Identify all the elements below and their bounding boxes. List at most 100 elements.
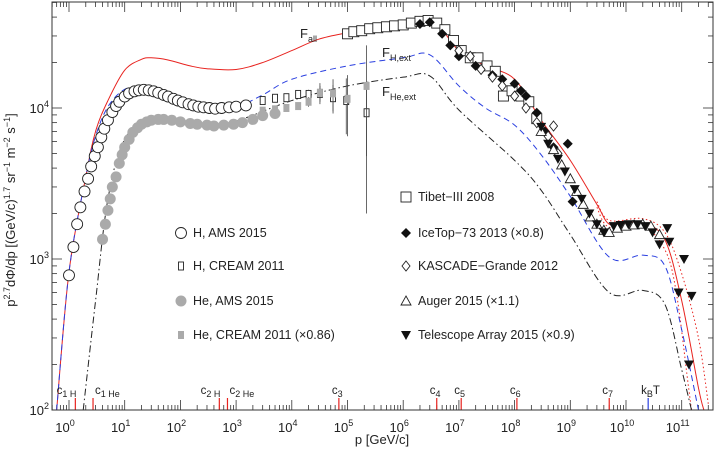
marker-subscript: 2 He	[235, 389, 254, 399]
data-point	[562, 138, 573, 149]
data-point	[283, 104, 290, 112]
data-point	[465, 50, 475, 63]
tick-exponent: 7	[460, 418, 465, 428]
tick-exponent: 11	[680, 418, 689, 428]
data-point	[305, 97, 312, 106]
tick-base: 10	[278, 420, 292, 435]
data-point	[647, 228, 658, 238]
data-point	[683, 360, 694, 370]
marker-symbol: c	[454, 385, 460, 397]
break-marker-label: c6	[510, 385, 521, 399]
break-marker-label: c1 H	[57, 385, 77, 399]
curve-label-main: F	[300, 26, 308, 41]
data-point	[424, 17, 435, 28]
tick-exponent: 8	[515, 418, 520, 428]
break-marker-label: c2 H	[201, 385, 221, 399]
y-tick-label: 104	[30, 99, 49, 116]
data-point	[102, 204, 114, 216]
data-point	[67, 241, 80, 253]
legend-marker	[401, 260, 411, 272]
data-point	[82, 172, 95, 185]
data-point	[509, 78, 520, 89]
data-point	[497, 74, 508, 85]
marker-symbol: c	[332, 385, 338, 397]
marker-symbol: c	[510, 385, 516, 397]
legend-label: IceTop−73 2013 (×0.8)	[418, 226, 544, 240]
y-tick-label: 102	[30, 401, 49, 418]
tick-base: 10	[30, 403, 44, 418]
marker-subscript: 1 He	[101, 389, 120, 399]
tick-base: 10	[111, 420, 125, 435]
legend-label: Tibet−III 2008	[418, 190, 494, 204]
marker-subscript: B	[647, 389, 653, 399]
break-marker-label: c1 He	[95, 385, 120, 399]
x-tick-label: 103	[222, 418, 241, 435]
legend-label: H, CREAM 2011	[193, 259, 285, 273]
data-point	[615, 220, 626, 230]
data-point	[673, 288, 684, 298]
marker-subscript: 6	[516, 389, 521, 399]
data-point	[515, 85, 526, 96]
curve-f-all	[56, 19, 705, 410]
data-point	[63, 269, 75, 282]
legend-label: Auger 2015 (×1.1)	[418, 294, 519, 308]
tick-exponent: 1	[125, 418, 130, 428]
legend-marker	[401, 331, 411, 340]
tick-base: 10	[30, 101, 44, 116]
data-point	[497, 80, 507, 92]
curve-label-sub: H,ext	[390, 53, 412, 63]
data-point	[591, 220, 602, 230]
x-axis-label: p [GeV/c]	[355, 432, 409, 447]
tick-base: 10	[389, 420, 403, 435]
legend-item: Tibet−III 2008	[400, 190, 494, 204]
tick-exponent: 2	[181, 418, 186, 428]
data-point	[85, 160, 98, 173]
model-curves	[56, 19, 709, 410]
data-point	[272, 105, 279, 114]
data-point	[445, 40, 456, 51]
legend-marker	[175, 227, 187, 239]
marker-symbol: c	[201, 385, 207, 397]
series-icetop-73-2013-0-8-	[414, 17, 578, 207]
x-tick-label: 100	[55, 418, 74, 435]
data-point	[552, 154, 563, 164]
data-point	[283, 93, 290, 103]
tick-exponent: 4	[44, 99, 49, 109]
data-point	[113, 157, 125, 169]
curve-label: Fall	[300, 26, 317, 44]
marker-subscript: 5	[460, 389, 465, 399]
data-point	[74, 201, 87, 214]
legend-label: He, AMS 2015	[193, 294, 274, 308]
data-point	[598, 228, 609, 238]
data-point	[584, 209, 595, 219]
x-tick-label: 102	[167, 418, 186, 435]
legend-label: H, AMS 2015	[193, 226, 267, 240]
tick-exponent: 3	[237, 418, 242, 428]
marker-symbol: c	[95, 385, 101, 397]
axis-ticks: 100 101 102 103 104 105 106 107 108 109 1010 101110…	[30, 2, 713, 435]
legend-item: H, AMS 2015	[175, 226, 267, 240]
tick-base: 10	[30, 252, 44, 267]
tick-exponent: 2	[44, 401, 49, 411]
marker-symbol: c	[57, 385, 63, 397]
marker-symbol: k	[641, 385, 647, 397]
tick-base: 10	[445, 420, 459, 435]
curve-label-sub: all	[308, 34, 317, 44]
data-point	[454, 44, 464, 57]
legend-item: Telescope Array 2015 (×0.9)	[401, 328, 575, 342]
legend-marker	[400, 295, 412, 306]
data-point	[97, 233, 109, 245]
legend-item: IceTop−73 2013 (×0.8)	[401, 226, 544, 240]
x-tick-label: 104	[278, 418, 297, 435]
data-point	[158, 113, 170, 125]
data-point	[664, 237, 675, 247]
data-point	[344, 94, 351, 103]
y-axis-label: p2.7dΦ/dp [(GeV/c)1.7 sr−1 m−2 s−1]	[2, 113, 18, 306]
data-point	[576, 194, 587, 204]
marker-symbol: c	[430, 385, 436, 397]
curve-f-h-ext	[56, 52, 699, 410]
tick-base: 10	[167, 420, 181, 435]
data-point	[520, 91, 531, 102]
